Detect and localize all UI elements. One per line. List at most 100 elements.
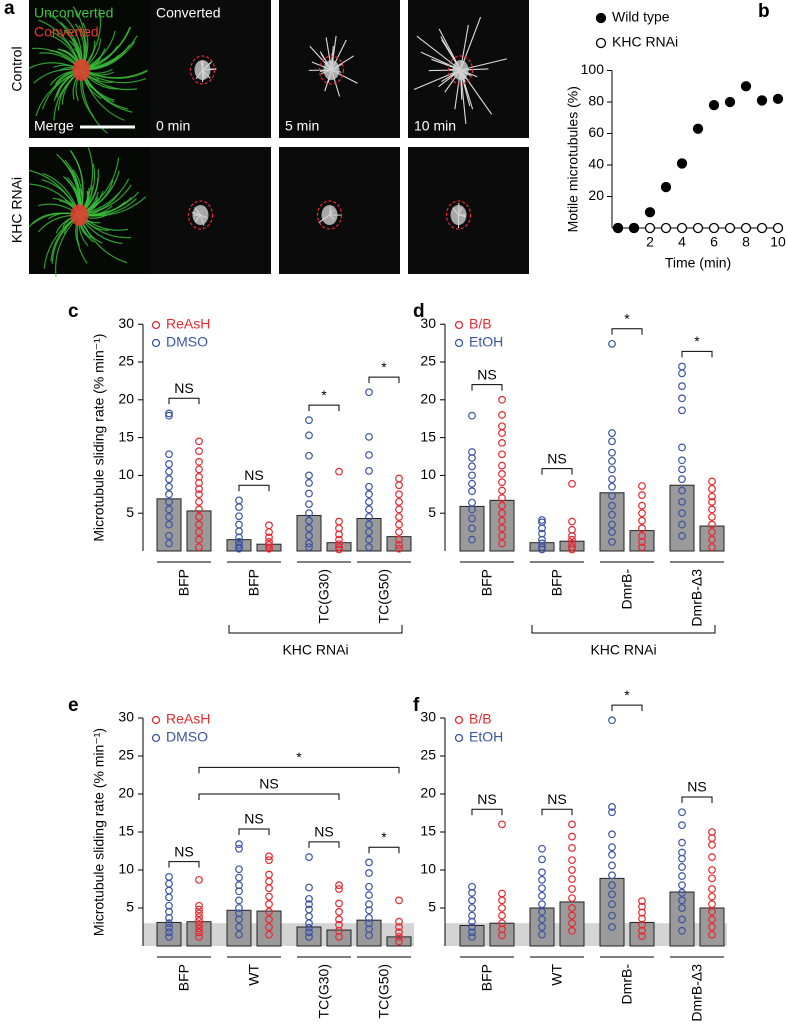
data-point [468,928,476,937]
data-point [538,915,546,924]
data-point [772,93,784,104]
data-point [608,429,616,437]
x-tick-label: 10 [770,234,786,250]
data-point [195,465,203,474]
legend-label: ReAsH [166,316,210,332]
data-point [335,907,343,916]
data-point [678,863,686,871]
data-point [365,931,373,940]
data-point [305,539,313,548]
data-point [678,854,686,863]
data-point [638,932,646,941]
image-label: 5 min [285,118,319,134]
legend-label: DMSO [166,334,208,350]
legend-label: B/B [469,316,492,332]
data-point [708,900,716,909]
data-point [724,222,736,234]
data-point [608,339,616,348]
data-point [165,879,173,888]
data-point [498,438,506,447]
data-point [638,509,646,518]
y-tick-label: 20 [420,785,436,801]
data-point [568,844,576,852]
legend-marker [595,37,607,49]
data-point [195,505,203,514]
y-tick-label: 25 [420,747,436,763]
data-point [708,892,716,901]
data-point [708,513,716,521]
group-bracket [228,625,403,634]
data-point [608,716,616,725]
data-point [235,520,243,529]
data-point [608,465,616,474]
data-point [708,222,720,234]
data-point [708,853,716,861]
data-point [498,478,506,487]
data-point [678,896,686,905]
data-point [568,904,576,912]
data-point [568,820,576,829]
data-point [395,932,403,941]
legend-marker [454,338,464,348]
panel-letter: a [4,0,15,19]
data-point [678,456,686,465]
data-point [468,462,476,471]
data-point [305,416,313,425]
y-tick-label: 10 [420,861,436,877]
micrographs [28,0,529,277]
significance-bracket [308,841,340,848]
data-point [195,485,203,493]
data-point [165,467,173,476]
data-point [498,820,506,829]
data-point [365,482,373,491]
bar [489,499,515,552]
roi-circle [187,200,214,230]
data-point [708,528,716,536]
data-point [165,872,173,881]
data-point [305,509,313,518]
y-tick-label: 10 [420,466,436,482]
data-point [678,838,686,847]
data-point [165,505,173,514]
data-point [538,535,546,544]
data-point [678,926,686,935]
data-point [165,913,173,922]
data-point [195,447,203,456]
significance-label: NS [244,467,263,483]
data-point [365,535,373,544]
data-point [498,429,506,437]
y-tick-label: 5 [126,504,134,520]
converted-spot [72,59,91,81]
data-point [235,533,243,542]
data-point [468,888,476,897]
data-point [678,382,686,391]
data-point [468,505,476,514]
data-point [395,528,403,536]
data-point [195,909,203,918]
y-tick-label: 30 [118,709,134,725]
significance-bracket [681,796,713,804]
y-tick-label: 100 [581,61,605,77]
data-point [608,923,616,931]
row-label: KHC RNAi [9,177,25,243]
y-tick-label: 25 [118,353,134,369]
data-point [305,923,313,932]
legend-marker [454,715,464,725]
y-tick-label: 30 [118,315,134,331]
y-axis-label: Microtubule sliding rate (% min⁻¹) [91,728,107,936]
x-tick-label: BFP [549,569,565,596]
legend-label: B/B [469,711,492,727]
data-point [365,906,373,915]
bar [156,498,182,552]
data-point [676,158,688,169]
significance-bracket [681,350,713,358]
data-point [265,852,273,861]
data-point [395,520,403,529]
data-point [608,890,616,899]
significance-label: * [381,829,387,845]
data-point [724,96,736,108]
data-point [305,479,313,487]
comparison-bracket [198,793,340,800]
bar [629,530,655,552]
data-point [678,881,686,890]
